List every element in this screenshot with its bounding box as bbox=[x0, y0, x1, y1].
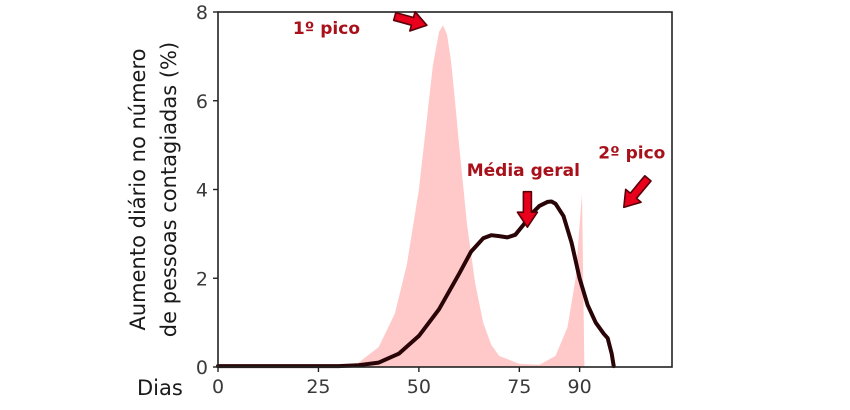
annotation-label: Média geral bbox=[467, 161, 580, 181]
y-tick-label: 6 bbox=[196, 91, 208, 113]
annotation-label: 1º pico bbox=[293, 19, 360, 39]
x-tick-label: 25 bbox=[306, 376, 330, 398]
x-tick-label: 75 bbox=[507, 376, 531, 398]
x-tick-label: 0 bbox=[212, 376, 224, 398]
arrow-icon bbox=[622, 175, 652, 209]
x-tick-label: 90 bbox=[567, 376, 591, 398]
x-axis-title: Dias bbox=[137, 376, 183, 400]
arrow-icon bbox=[516, 190, 539, 228]
y-tick-label: 4 bbox=[196, 180, 208, 202]
y-axis-title-line-2: de pessoas contagiadas (%) bbox=[157, 42, 181, 337]
arrow-icon bbox=[392, 10, 428, 32]
y-tick-label: 2 bbox=[196, 268, 208, 290]
area-series-0 bbox=[218, 25, 672, 368]
y-tick-label: 8 bbox=[196, 2, 208, 24]
line-series-1 bbox=[216, 199, 616, 369]
y-tick-label: 0 bbox=[196, 357, 208, 379]
y-axis-title-line-1: Aumento diário no número bbox=[126, 49, 150, 331]
annotation-label: 2º pico bbox=[598, 143, 665, 163]
x-tick-label: 50 bbox=[407, 376, 431, 398]
